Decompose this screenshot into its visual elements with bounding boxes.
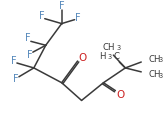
Text: H: H [99,52,105,61]
Text: F: F [25,33,31,43]
Text: F: F [75,13,80,23]
Text: F: F [59,1,64,11]
Text: 3: 3 [158,57,162,63]
Text: F: F [27,50,33,60]
Text: O: O [78,53,87,63]
Text: CH: CH [148,70,161,79]
Text: F: F [13,74,19,84]
Text: CH: CH [102,43,115,52]
Text: 3: 3 [107,54,112,60]
Text: F: F [39,11,45,21]
Text: CH: CH [148,55,161,64]
Text: F: F [11,56,17,66]
Text: 3: 3 [116,45,121,51]
Text: C: C [113,52,119,61]
Text: 3: 3 [158,73,162,79]
Text: O: O [116,90,124,100]
